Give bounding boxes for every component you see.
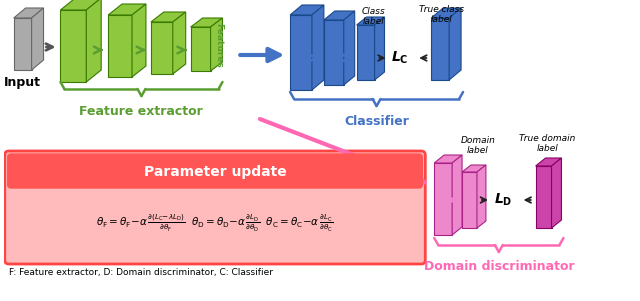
Polygon shape (462, 172, 477, 228)
Polygon shape (86, 0, 101, 82)
Polygon shape (536, 166, 552, 228)
Text: Class
label: Class label (362, 7, 385, 26)
Polygon shape (173, 12, 186, 74)
Text: $\boldsymbol{L}_{\mathbf{D}}$: $\boldsymbol{L}_{\mathbf{D}}$ (494, 192, 513, 208)
Polygon shape (449, 8, 461, 80)
FancyBboxPatch shape (4, 151, 425, 264)
Text: Domain
label: Domain label (461, 136, 495, 155)
Polygon shape (151, 12, 186, 22)
Polygon shape (356, 17, 385, 25)
Polygon shape (151, 22, 173, 74)
Polygon shape (552, 158, 561, 228)
Polygon shape (31, 8, 44, 70)
Polygon shape (374, 17, 385, 80)
Text: Features: Features (214, 23, 223, 67)
Text: $\boldsymbol{L}_{\mathbf{C}}$: $\boldsymbol{L}_{\mathbf{C}}$ (392, 50, 409, 66)
Text: $\theta_{\rm F} = \theta_{\rm F}{-}\alpha\,\frac{\partial(L_{\rm C}{-}\lambda L_: $\theta_{\rm F} = \theta_{\rm F}{-}\alph… (97, 213, 333, 234)
Polygon shape (312, 5, 324, 90)
Polygon shape (452, 155, 462, 235)
Text: Feature extractor: Feature extractor (79, 105, 203, 118)
Polygon shape (191, 27, 211, 71)
Polygon shape (434, 155, 462, 163)
Text: True domain
label: True domain label (520, 134, 576, 153)
Text: Parameter update: Parameter update (143, 165, 286, 179)
Text: True class
label: True class label (419, 5, 464, 24)
Polygon shape (290, 5, 324, 15)
FancyBboxPatch shape (8, 154, 422, 188)
Polygon shape (431, 18, 449, 80)
Polygon shape (536, 158, 561, 166)
Polygon shape (477, 165, 486, 228)
Polygon shape (191, 18, 223, 27)
Text: F: Feature extractor, D: Domain discriminator, C: Classifier: F: Feature extractor, D: Domain discrimi… (9, 268, 273, 277)
Polygon shape (462, 165, 486, 172)
Polygon shape (324, 11, 355, 20)
Polygon shape (13, 18, 31, 70)
Polygon shape (108, 4, 146, 15)
Polygon shape (356, 25, 374, 80)
Polygon shape (60, 0, 101, 10)
Polygon shape (108, 15, 132, 77)
Text: Classifier: Classifier (344, 115, 409, 128)
Polygon shape (13, 8, 44, 18)
Polygon shape (290, 15, 312, 90)
Polygon shape (211, 18, 223, 71)
Polygon shape (431, 8, 461, 18)
Text: Domain discriminator: Domain discriminator (424, 260, 574, 273)
Polygon shape (324, 20, 344, 85)
Polygon shape (60, 10, 86, 82)
Text: Input: Input (4, 76, 41, 89)
Polygon shape (434, 163, 452, 235)
Polygon shape (132, 4, 146, 77)
Polygon shape (344, 11, 355, 85)
